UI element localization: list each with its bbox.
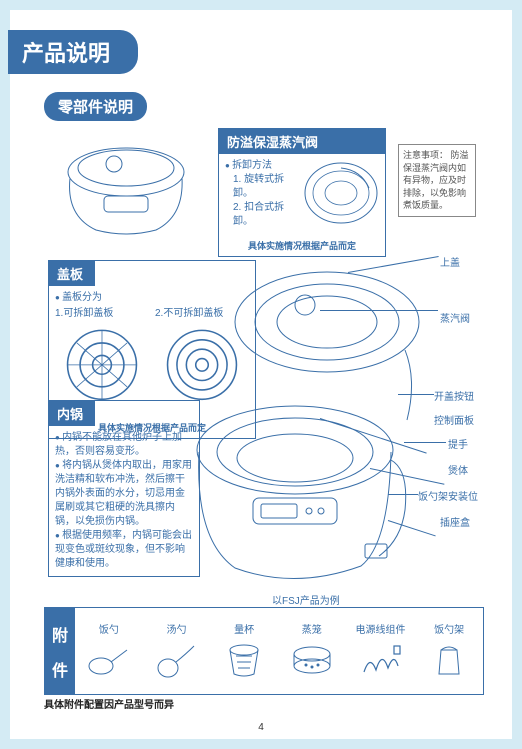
label-steam-valve: 蒸汽阀 <box>440 310 470 325</box>
valve-diagram <box>301 158 381 228</box>
subtitle: 零部件说明 <box>44 92 147 121</box>
accessories-box: 附 件 饭勺 汤勺 量杯 蒸笼 电源线组件 <box>44 607 484 695</box>
acc-name: 量杯 <box>234 621 254 636</box>
valve-header: 防溢保湿蒸汽阀 <box>219 129 385 154</box>
acc-item: 饭勺 <box>85 621 133 682</box>
pot-header: 内锅 <box>49 401 95 426</box>
acc-col-top: 附 <box>52 622 68 646</box>
acc-item: 电源线组件 <box>355 621 405 682</box>
acc-name: 电源线组件 <box>355 621 405 636</box>
acc-item: 汤勺 <box>152 621 200 682</box>
label-top-lid: 上盖 <box>440 254 460 269</box>
label-open-button: 开盖按钮 <box>434 388 474 403</box>
valve-footer: 具体实施情况根据产品而定 <box>219 237 385 256</box>
power-cord-icon <box>356 636 404 682</box>
spoon-rack-icon <box>425 636 473 682</box>
acc-col-bottom: 件 <box>52 657 68 681</box>
label-spoon-slot: 饭勺架安装位 <box>418 488 478 503</box>
acc-name: 饭勺 <box>99 621 119 636</box>
cover-icon-1 <box>55 321 149 409</box>
soup-spoon-icon <box>152 636 200 682</box>
footnote: 具体附件配置因产品型号而异 <box>44 696 174 711</box>
acc-name: 汤勺 <box>166 621 186 636</box>
page: 产品说明 零部件说明 防溢保湿蒸汽阀 拆卸方法 1. 旋转式拆卸。 2. 扣合式… <box>10 10 512 739</box>
main-title: 产品说明 <box>8 30 138 74</box>
diagram-caption: 以FSJ产品为例 <box>272 592 340 607</box>
steamer-icon <box>288 636 336 682</box>
cup-icon <box>220 636 268 682</box>
label-socket: 插座盒 <box>440 514 470 529</box>
cover-opt1: 1.可拆卸盖板 <box>55 307 149 321</box>
cooker-closed-diagram <box>56 138 196 238</box>
accessories-col-label: 附 件 <box>45 608 75 694</box>
rice-spoon-icon <box>85 636 133 682</box>
acc-name: 饭勺架 <box>434 621 464 636</box>
warning-box: 注意事项： 防溢保湿蒸汽阀内如有异物，应及时排除，以免影响煮饭质量。 <box>398 144 476 217</box>
valve-callout: 防溢保湿蒸汽阀 拆卸方法 1. 旋转式拆卸。 2. 扣合式拆卸。 具体实施情况根… <box>218 128 386 257</box>
label-body: 煲体 <box>448 462 468 477</box>
valve-line1: 拆卸方法 <box>225 159 291 173</box>
page-number: 4 <box>258 722 264 733</box>
valve-line2: 1. 旋转式拆卸。 <box>225 173 291 201</box>
valve-line3: 2. 扣合式拆卸。 <box>225 201 291 229</box>
cover-header: 盖板 <box>49 261 95 286</box>
acc-item: 量杯 <box>220 621 268 682</box>
label-control-panel: 控制面板 <box>434 412 474 427</box>
label-handle: 提手 <box>448 436 468 451</box>
cooker-diagram <box>165 260 445 600</box>
acc-name: 蒸笼 <box>302 621 322 636</box>
acc-item: 蒸笼 <box>288 621 336 682</box>
acc-item: 饭勺架 <box>425 621 473 682</box>
